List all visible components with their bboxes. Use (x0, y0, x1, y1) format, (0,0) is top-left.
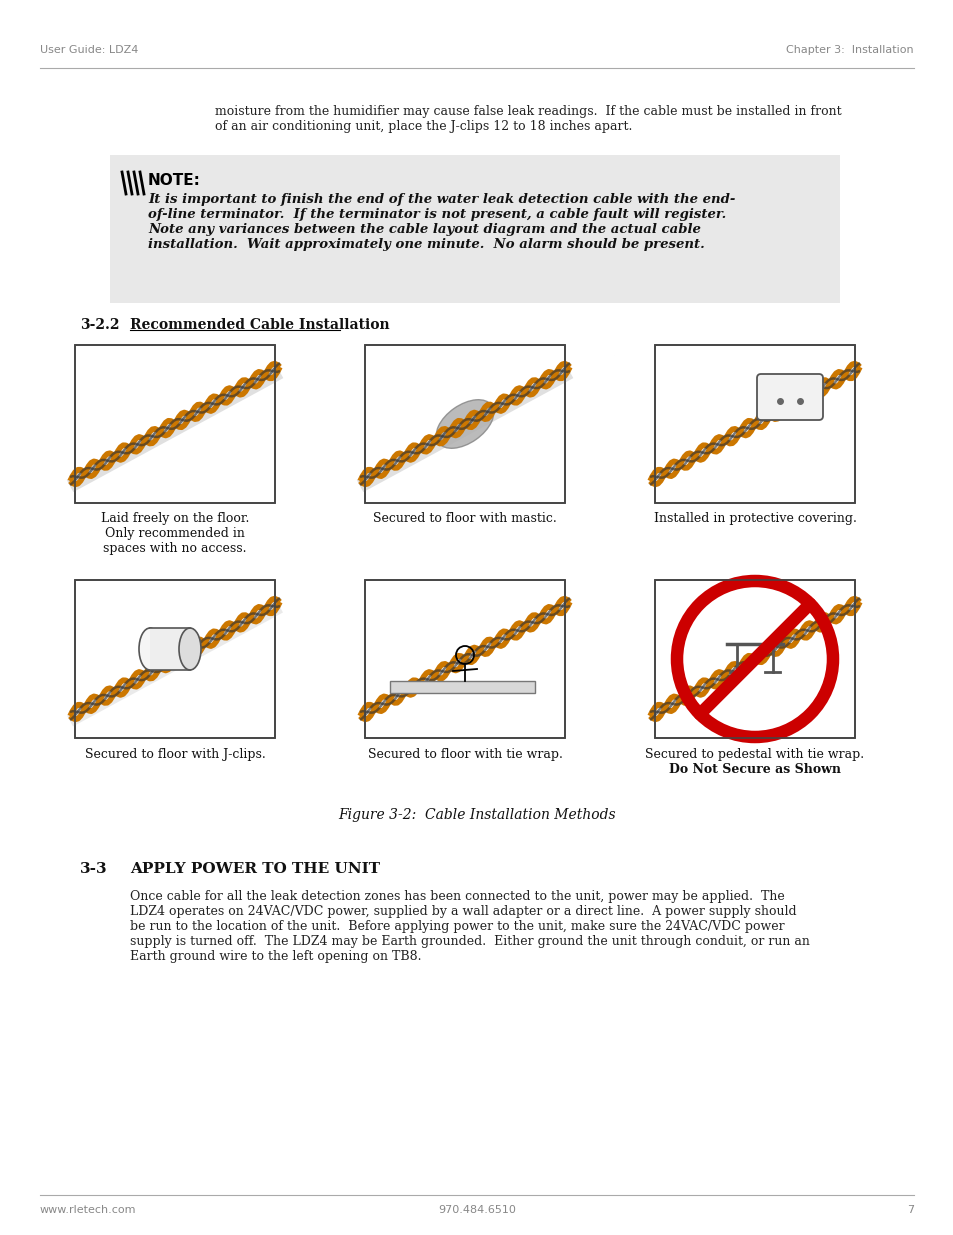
Bar (390, 680, 535, 693)
Text: NOTE:: NOTE: (148, 173, 201, 188)
Bar (110, 156, 840, 303)
Text: 7: 7 (906, 1205, 913, 1215)
Bar (150, 629, 190, 671)
Text: Secured to floor with J-clips.: Secured to floor with J-clips. (85, 748, 265, 761)
Text: Figure 3-2:  Cable Installation Methods: Figure 3-2: Cable Installation Methods (337, 808, 616, 823)
Ellipse shape (139, 629, 161, 671)
Bar (365, 345, 564, 503)
Bar (655, 345, 854, 503)
Bar (365, 580, 564, 739)
Text: Once cable for all the leak detection zones has been connected to the unit, powe: Once cable for all the leak detection zo… (130, 890, 809, 963)
Text: 970.484.6510: 970.484.6510 (437, 1205, 516, 1215)
Text: Laid freely on the floor.
Only recommended in
spaces with no access.: Laid freely on the floor. Only recommend… (101, 513, 249, 555)
Text: Secured to floor with mastic.: Secured to floor with mastic. (373, 513, 557, 525)
Text: 3-3: 3-3 (80, 862, 108, 876)
Bar (655, 580, 854, 739)
Text: Recommended Cable Installation: Recommended Cable Installation (130, 317, 389, 332)
Text: User Guide: LDZ4: User Guide: LDZ4 (40, 44, 138, 56)
Text: APPLY POWER TO THE UNIT: APPLY POWER TO THE UNIT (130, 862, 379, 876)
Ellipse shape (436, 400, 494, 448)
Ellipse shape (179, 629, 201, 671)
Bar (75, 345, 274, 503)
Text: www.rletech.com: www.rletech.com (40, 1205, 136, 1215)
Text: Do Not Secure as Shown: Do Not Secure as Shown (668, 763, 841, 776)
Bar (75, 580, 274, 739)
Text: Secured to floor with tie wrap.: Secured to floor with tie wrap. (367, 748, 562, 761)
Text: Chapter 3:  Installation: Chapter 3: Installation (785, 44, 913, 56)
Bar (655, 580, 854, 739)
Bar (365, 580, 564, 739)
FancyBboxPatch shape (757, 374, 822, 420)
Text: It is important to finish the end of the water leak detection cable with the end: It is important to finish the end of the… (148, 193, 735, 251)
Text: Installed in protective covering.: Installed in protective covering. (653, 513, 856, 525)
Bar (75, 345, 274, 503)
Text: Secured to pedestal with tie wrap.: Secured to pedestal with tie wrap. (645, 748, 863, 761)
Bar (75, 580, 274, 739)
Bar (655, 345, 854, 503)
Bar (365, 345, 564, 503)
Text: 3-2.2: 3-2.2 (80, 317, 119, 332)
Text: moisture from the humidifier may cause false leak readings.  If the cable must b: moisture from the humidifier may cause f… (214, 105, 841, 133)
